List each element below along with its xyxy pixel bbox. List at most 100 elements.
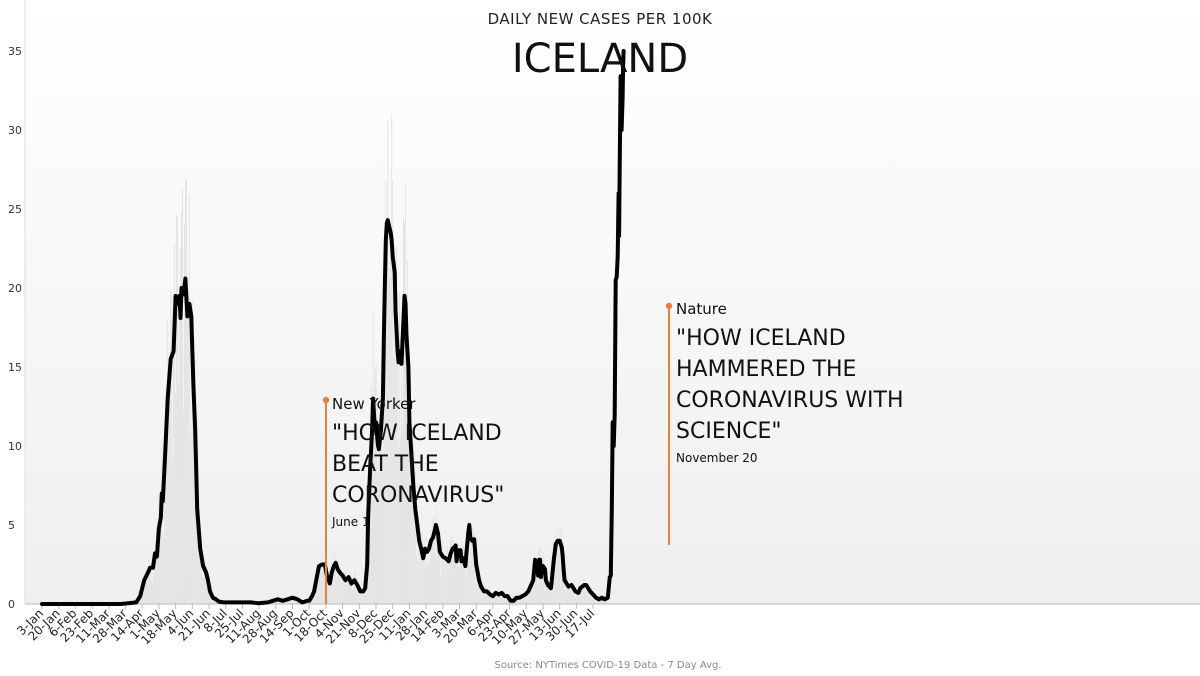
- daily-bar: [476, 558, 478, 604]
- daily-bar: [192, 378, 194, 604]
- daily-bar: [456, 567, 458, 604]
- daily-bar: [409, 376, 411, 604]
- daily-bar: [467, 517, 469, 604]
- daily-bar: [503, 593, 505, 604]
- daily-bar: [530, 588, 532, 604]
- annotation: New Yorker "HOW ICELAND BEAT THE CORONAVIRU…: [322, 395, 504, 604]
- daily-bar: [345, 570, 347, 604]
- annotation-date: November 20: [676, 451, 758, 465]
- daily-bar: [433, 518, 435, 604]
- daily-bar: [536, 572, 538, 604]
- y-tick-label: 5: [8, 519, 15, 532]
- daily-bar: [461, 540, 463, 604]
- daily-bar: [547, 586, 549, 604]
- daily-bar: [387, 121, 389, 604]
- daily-bar: [316, 578, 318, 604]
- daily-bar: [422, 551, 424, 604]
- daily-bar: [322, 563, 324, 604]
- daily-bar: [471, 528, 473, 604]
- daily-bar: [551, 589, 553, 604]
- daily-bar: [317, 582, 319, 604]
- daily-bar: [144, 569, 146, 604]
- daily-bar: [582, 577, 584, 604]
- daily-bar: [586, 585, 588, 604]
- daily-bar: [541, 572, 543, 604]
- daily-bar: [482, 595, 484, 604]
- daily-bar: [406, 260, 408, 604]
- daily-bar: [432, 518, 434, 604]
- daily-bar: [488, 593, 490, 604]
- daily-bar: [179, 312, 181, 604]
- daily-bar: [519, 598, 521, 604]
- daily-bar: [378, 401, 380, 604]
- daily-bar: [475, 581, 477, 604]
- daily-bar: [371, 457, 373, 604]
- daily-bar: [160, 496, 162, 604]
- daily-bar: [148, 556, 150, 604]
- daily-bar: [340, 571, 342, 604]
- daily-bar: [333, 582, 335, 604]
- daily-bar: [495, 593, 497, 604]
- daily-bar: [410, 465, 412, 604]
- daily-bar: [164, 432, 166, 604]
- daily-bar: [515, 597, 517, 604]
- daily-bar: [447, 545, 449, 604]
- daily-bar: [464, 580, 466, 604]
- daily-bar: [338, 559, 340, 604]
- daily-bar: [473, 554, 475, 604]
- daily-bar: [372, 310, 374, 604]
- daily-bar: [556, 527, 558, 604]
- daily-bar: [520, 596, 522, 604]
- daily-bar: [584, 584, 586, 604]
- y-tick-label: 10: [8, 440, 22, 453]
- daily-bar: [455, 551, 457, 604]
- daily-bar: [147, 566, 149, 604]
- daily-bar: [314, 587, 316, 604]
- daily-bar: [398, 448, 400, 604]
- daily-bar: [337, 575, 339, 604]
- daily-bar: [375, 363, 377, 604]
- daily-bar: [435, 508, 437, 604]
- daily-bar: [560, 569, 562, 604]
- daily-bar: [208, 593, 210, 604]
- daily-bar: [351, 590, 353, 604]
- daily-bar: [373, 404, 375, 604]
- daily-bar: [143, 580, 145, 604]
- annotation-headline-line: "HOW ICELAND: [676, 326, 846, 351]
- daily-bar: [384, 244, 386, 604]
- daily-bar: [386, 246, 388, 605]
- daily-bar: [403, 218, 405, 604]
- daily-bar: [174, 243, 176, 604]
- daily-bar: [166, 467, 168, 604]
- daily-bar: [176, 215, 178, 605]
- daily-bar: [589, 589, 591, 604]
- daily-bar: [421, 531, 423, 604]
- daily-bar: [441, 543, 443, 604]
- daily-bar: [420, 559, 422, 604]
- daily-bar: [157, 547, 159, 604]
- daily-bar: [468, 558, 470, 604]
- daily-bar: [362, 588, 364, 604]
- daily-bar: [395, 342, 397, 604]
- daily-bar: [389, 277, 391, 604]
- daily-bar: [370, 387, 372, 604]
- daily-bar: [481, 589, 483, 604]
- daily-bar: [533, 567, 535, 604]
- daily-bar: [407, 342, 409, 604]
- daily-bar: [535, 572, 537, 604]
- daily-bar: [505, 593, 507, 604]
- daily-bar: [493, 596, 495, 604]
- daily-bar: [201, 559, 203, 604]
- daily-bar: [392, 180, 394, 605]
- daily-bar: [442, 541, 444, 604]
- daily-bar: [390, 253, 392, 604]
- chart-title: ICELAND: [512, 36, 688, 82]
- daily-bar: [486, 589, 488, 604]
- daily-bar: [335, 548, 337, 604]
- daily-bar: [431, 536, 433, 604]
- source-note: Source: NYTimes COVID-19 Data - 7 Day Av…: [494, 660, 721, 671]
- daily-bar: [507, 596, 509, 604]
- annotation-headline-line: SCIENCE": [676, 419, 782, 444]
- daily-bar: [320, 569, 322, 604]
